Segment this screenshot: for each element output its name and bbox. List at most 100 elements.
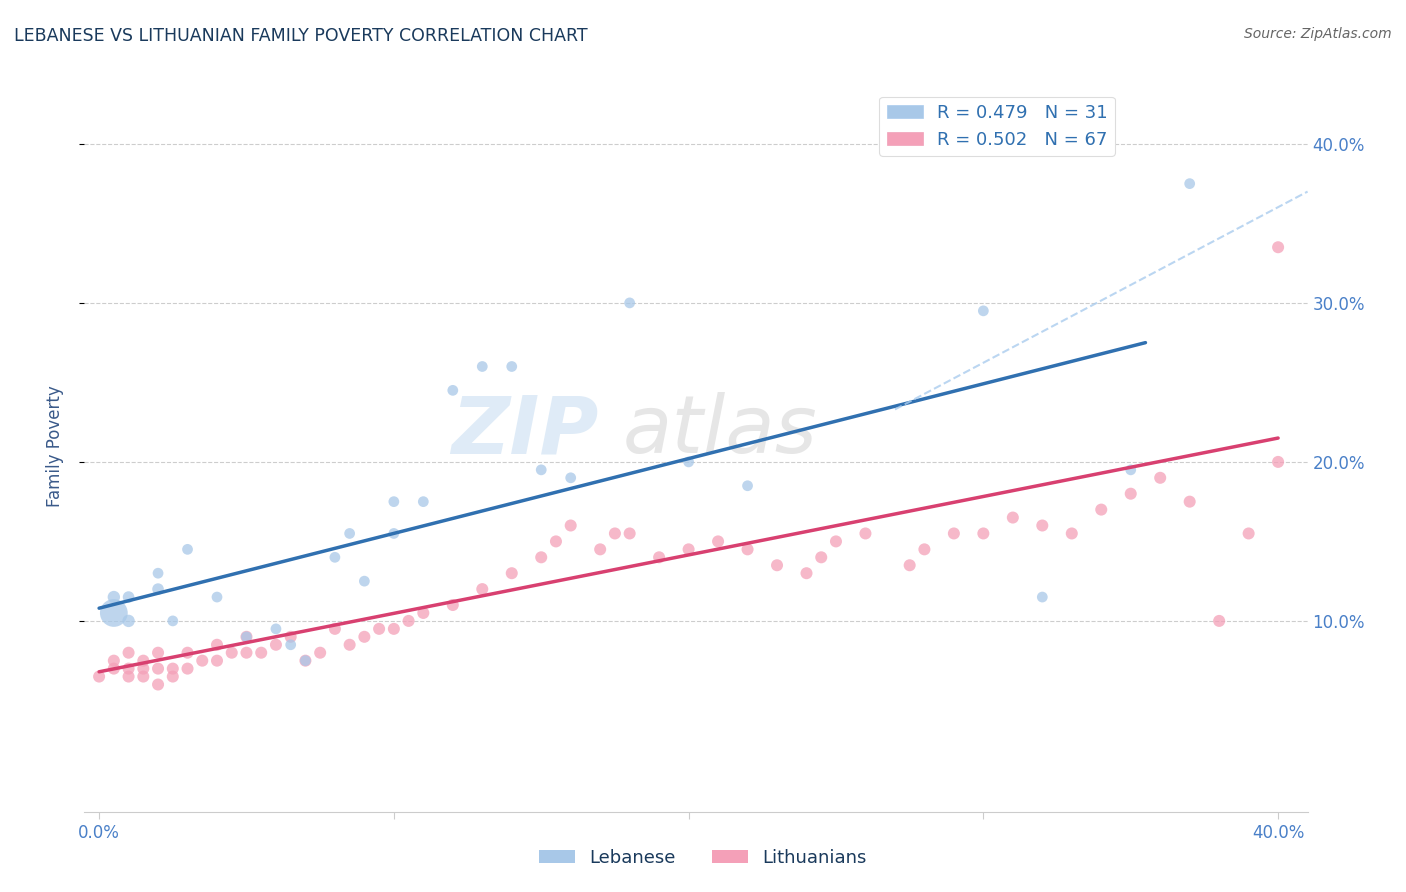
Point xyxy=(412,494,434,508)
Point xyxy=(1001,510,1024,524)
Point xyxy=(87,669,110,683)
Point xyxy=(382,622,405,636)
Point xyxy=(103,654,125,668)
Point xyxy=(530,463,553,477)
Point xyxy=(471,582,494,596)
Point xyxy=(471,359,494,374)
Point xyxy=(619,526,641,541)
Point xyxy=(412,606,434,620)
Legend: Lebanese, Lithuanians: Lebanese, Lithuanians xyxy=(531,842,875,874)
Point xyxy=(501,359,523,374)
Point xyxy=(221,646,243,660)
Point xyxy=(323,550,346,565)
Point xyxy=(250,646,273,660)
Point xyxy=(205,638,228,652)
Point xyxy=(176,542,198,557)
Point xyxy=(117,614,139,628)
Point xyxy=(353,630,375,644)
Point xyxy=(294,654,316,668)
Point xyxy=(176,646,198,660)
Point xyxy=(737,542,759,557)
Text: Source: ZipAtlas.com: Source: ZipAtlas.com xyxy=(1244,27,1392,41)
Point xyxy=(191,654,214,668)
Point xyxy=(1178,177,1201,191)
Point xyxy=(1031,590,1053,604)
Point xyxy=(707,534,730,549)
Point xyxy=(176,662,198,676)
Point xyxy=(117,662,139,676)
Point xyxy=(382,494,405,508)
Legend: R = 0.479   N = 31, R = 0.502   N = 67: R = 0.479 N = 31, R = 0.502 N = 67 xyxy=(879,96,1115,156)
Point xyxy=(132,654,155,668)
Point xyxy=(398,614,420,628)
Point xyxy=(1031,518,1053,533)
Point xyxy=(972,303,994,318)
Point xyxy=(1090,502,1112,516)
Point xyxy=(619,296,641,310)
Point xyxy=(972,526,994,541)
Point xyxy=(441,598,464,612)
Point xyxy=(264,638,287,652)
Point xyxy=(737,479,759,493)
Point xyxy=(339,526,361,541)
Point xyxy=(235,630,257,644)
Point xyxy=(678,455,700,469)
Point xyxy=(825,534,848,549)
Point xyxy=(530,550,553,565)
Point xyxy=(603,526,626,541)
Point xyxy=(146,677,169,691)
Point xyxy=(103,606,125,620)
Point xyxy=(1237,526,1260,541)
Point xyxy=(898,558,921,573)
Point xyxy=(1208,614,1230,628)
Point xyxy=(382,526,405,541)
Point xyxy=(678,542,700,557)
Point xyxy=(146,566,169,581)
Point xyxy=(1149,471,1171,485)
Point xyxy=(280,630,302,644)
Y-axis label: Family Poverty: Family Poverty xyxy=(45,385,63,507)
Point xyxy=(796,566,818,581)
Point xyxy=(132,669,155,683)
Point xyxy=(162,669,184,683)
Point xyxy=(942,526,965,541)
Point xyxy=(146,646,169,660)
Point xyxy=(353,574,375,589)
Point xyxy=(1060,526,1083,541)
Point xyxy=(1119,486,1142,500)
Point xyxy=(368,622,391,636)
Point xyxy=(810,550,832,565)
Point xyxy=(103,662,125,676)
Point xyxy=(117,669,139,683)
Point xyxy=(441,384,464,398)
Point xyxy=(205,654,228,668)
Point xyxy=(766,558,789,573)
Text: atlas: atlas xyxy=(623,392,817,470)
Point xyxy=(103,590,125,604)
Point xyxy=(648,550,671,565)
Point xyxy=(1178,494,1201,508)
Point xyxy=(235,646,257,660)
Point xyxy=(235,630,257,644)
Point xyxy=(1267,240,1289,254)
Point xyxy=(855,526,877,541)
Point xyxy=(1267,455,1289,469)
Point xyxy=(1119,463,1142,477)
Text: LEBANESE VS LITHUANIAN FAMILY POVERTY CORRELATION CHART: LEBANESE VS LITHUANIAN FAMILY POVERTY CO… xyxy=(14,27,588,45)
Point xyxy=(912,542,935,557)
Point xyxy=(544,534,567,549)
Point xyxy=(560,471,582,485)
Point xyxy=(323,622,346,636)
Point xyxy=(501,566,523,581)
Point xyxy=(205,590,228,604)
Point xyxy=(146,582,169,596)
Text: ZIP: ZIP xyxy=(451,392,598,470)
Point xyxy=(309,646,332,660)
Point xyxy=(264,622,287,636)
Point xyxy=(117,646,139,660)
Point xyxy=(589,542,612,557)
Point xyxy=(117,590,139,604)
Point xyxy=(560,518,582,533)
Point xyxy=(146,662,169,676)
Point xyxy=(132,662,155,676)
